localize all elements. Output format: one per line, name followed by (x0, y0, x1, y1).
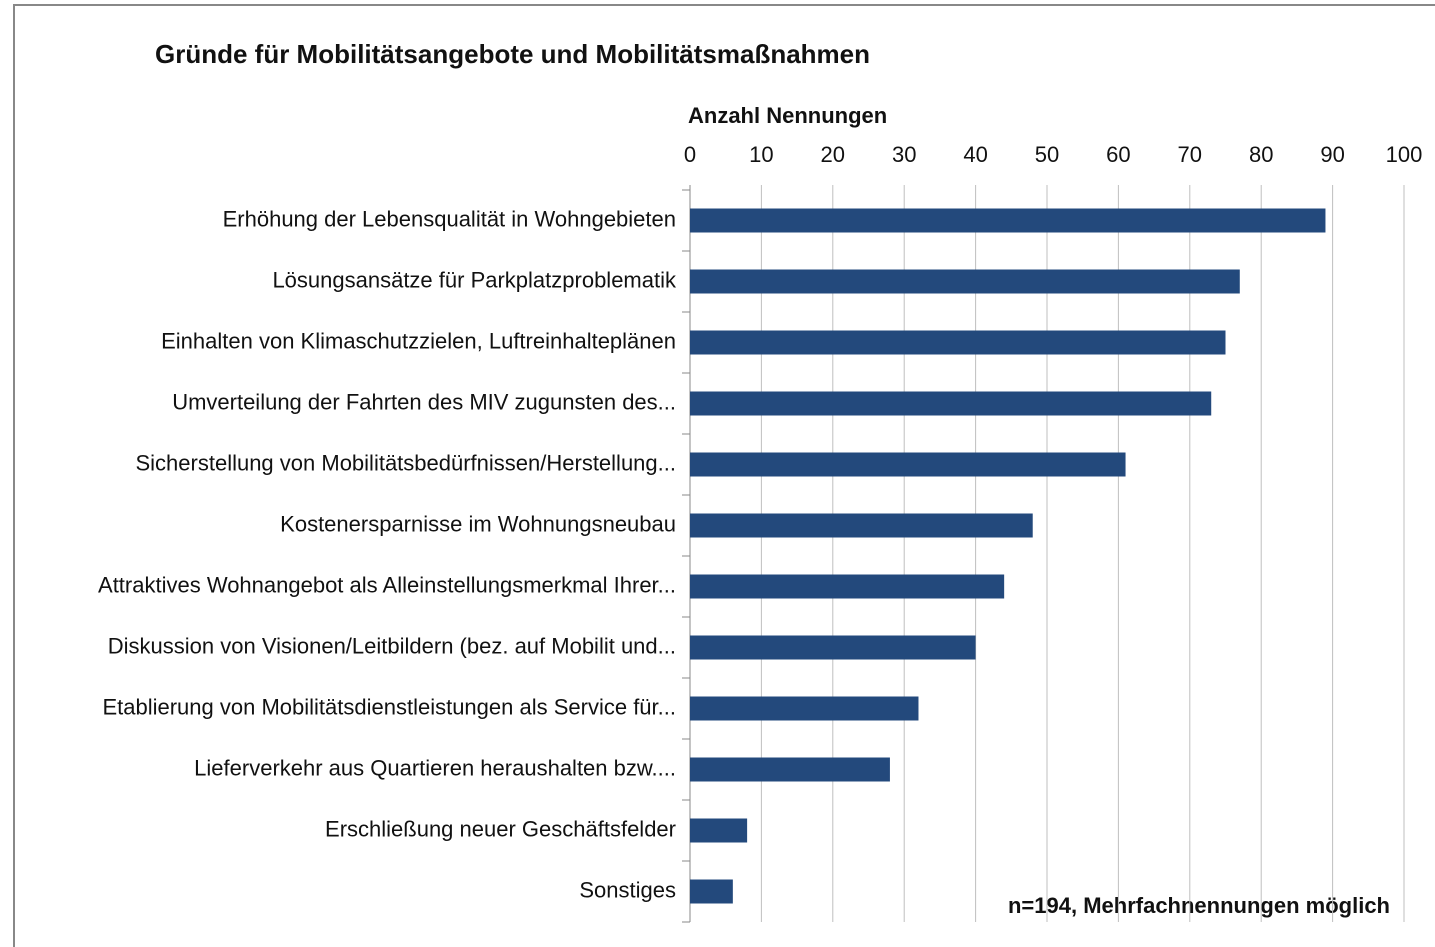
x-tick-label: 40 (963, 142, 987, 167)
bar (690, 879, 733, 904)
x-tick-label: 20 (821, 142, 845, 167)
x-tick-label: 100 (1386, 142, 1423, 167)
annotation: n=194, Mehrfachnennungen möglich (1008, 893, 1390, 918)
bar (690, 696, 919, 721)
y-tick-label: Kostenersparnisse im Wohnungsneubau (280, 511, 676, 536)
x-tick-label: 90 (1320, 142, 1344, 167)
y-tick-label: Sicherstellung von Mobilitätsbedürfnisse… (135, 450, 676, 475)
y-tick-label: Lieferverkehr aus Quartieren heraushalte… (194, 755, 676, 780)
bar (690, 269, 1240, 294)
y-tick-label: Einhalten von Klimaschutzzielen, Luftrei… (161, 328, 676, 353)
bar (690, 513, 1033, 538)
bar (690, 452, 1126, 477)
y-tick-label: Sonstiges (579, 877, 676, 902)
y-tick-label: Diskussion von Visionen/Leitbildern (bez… (108, 633, 676, 658)
y-tick-label: Umverteilung der Fahrten des MIV zugunst… (172, 389, 676, 414)
bar (690, 818, 748, 843)
bar (690, 757, 890, 782)
bar (690, 391, 1212, 416)
bar (690, 208, 1326, 233)
x-tick-label: 10 (749, 142, 773, 167)
y-tick-label: Lösungsansätze für Parkplatzproblematik (272, 267, 677, 292)
x-axis-title: Anzahl Nennungen (688, 103, 887, 128)
y-tick-label: Attraktives Wohnangebot als Alleinstellu… (98, 572, 676, 597)
bar (690, 330, 1226, 355)
chart-title: Gründe für Mobilitätsangebote und Mobili… (155, 39, 870, 69)
y-tick-label: Erschließung neuer Geschäftsfelder (325, 816, 676, 841)
bar (690, 635, 976, 660)
x-tick-label: 30 (892, 142, 916, 167)
bar (690, 574, 1005, 599)
y-tick-label: Etablierung von Mobilitätsdienstleistung… (102, 694, 676, 719)
x-tick-label: 50 (1035, 142, 1059, 167)
x-tick-label: 60 (1106, 142, 1130, 167)
x-tick-label: 70 (1178, 142, 1202, 167)
x-tick-label: 80 (1249, 142, 1273, 167)
y-tick-label: Erhöhung der Lebensqualität in Wohngebie… (223, 206, 676, 231)
x-tick-label: 0 (684, 142, 696, 167)
